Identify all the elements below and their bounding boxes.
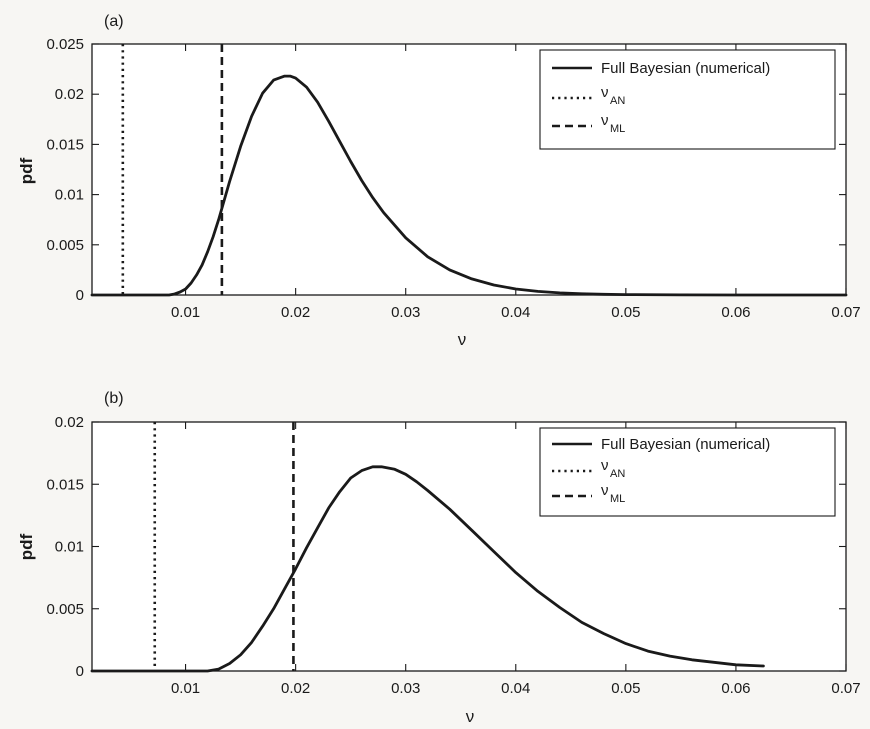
y-axis: 0 0.005 0.01 0.015 0.02 0.025 [46, 36, 846, 304]
y-tick-label: 0.015 [46, 476, 84, 493]
legend-label-full-bayesian: Full Bayesian (numerical) [601, 436, 770, 453]
x-tick-label: 0.07 [831, 304, 860, 321]
y-axis-label: pdf [17, 533, 36, 560]
plot-lines [90, 422, 765, 673]
x-axis-label: ν [458, 330, 467, 349]
legend-label-nu-ml: ν [601, 482, 609, 499]
legend-box [539, 49, 836, 150]
y-tick-label: 0.02 [55, 414, 84, 431]
legend-box [539, 427, 836, 517]
x-tick-label: 0.03 [391, 304, 420, 321]
y-tick-label: 0.005 [46, 601, 84, 618]
legend-label-nu-an-sub: AN [610, 468, 625, 480]
x-tick-label: 0.06 [721, 680, 750, 697]
full-bayesian-curve [90, 465, 765, 673]
plot-lines [90, 44, 848, 297]
full-bayesian-curve [90, 74, 848, 297]
y-tick-label: 0 [76, 663, 84, 680]
x-tick-label: 0.02 [281, 304, 310, 321]
legend-label-nu-ml-sub: ML [610, 123, 625, 135]
y-tick-label: 0 [76, 287, 84, 304]
y-axis-label: pdf [17, 157, 36, 184]
legend-label-nu-ml-sub: ML [610, 493, 625, 505]
y-tick-label: 0.01 [55, 187, 84, 204]
x-tick-label: 0.03 [391, 680, 420, 697]
legend-label-nu-ml: ν [601, 112, 609, 129]
panel-label: (b) [104, 390, 124, 407]
legend-label-nu-an: ν [601, 84, 609, 101]
x-tick-label: 0.01 [171, 304, 200, 321]
x-tick-label: 0.07 [831, 680, 860, 697]
x-tick-label: 0.06 [721, 304, 750, 321]
y-tick-label: 0.015 [46, 136, 84, 153]
x-tick-label: 0.04 [501, 304, 530, 321]
x-tick-label: 0.05 [611, 304, 640, 321]
legend-label-full-bayesian: Full Bayesian (numerical) [601, 60, 770, 77]
x-tick-label: 0.01 [171, 680, 200, 697]
y-axis: 0 0.005 0.01 0.015 0.02 [46, 414, 846, 680]
x-tick-label: 0.05 [611, 680, 640, 697]
x-axis-label: ν [466, 707, 475, 726]
x-axis: 0.01 0.02 0.03 0.04 0.05 0.06 0.07 [171, 44, 861, 321]
y-tick-label: 0.02 [55, 86, 84, 103]
y-tick-label: 0.005 [46, 237, 84, 254]
legend: Full Bayesian (numerical) ν AN ν ML [539, 427, 836, 517]
x-tick-label: 0.04 [501, 680, 530, 697]
legend-label-nu-an: ν [601, 457, 609, 474]
legend-label-nu-an-sub: AN [610, 95, 625, 107]
panel-label: (a) [104, 13, 124, 30]
panel-b: 0 0.005 0.01 0.015 0.02 0.01 0.02 0.03 0.04 0.05… [17, 390, 861, 726]
x-axis: 0.01 0.02 0.03 0.04 0.05 0.06 0.07 [171, 422, 861, 697]
y-tick-label: 0.01 [55, 539, 84, 556]
x-tick-label: 0.02 [281, 680, 310, 697]
legend: Full Bayesian (numerical) ν AN ν ML [539, 49, 836, 150]
y-tick-label: 0.025 [46, 36, 84, 53]
